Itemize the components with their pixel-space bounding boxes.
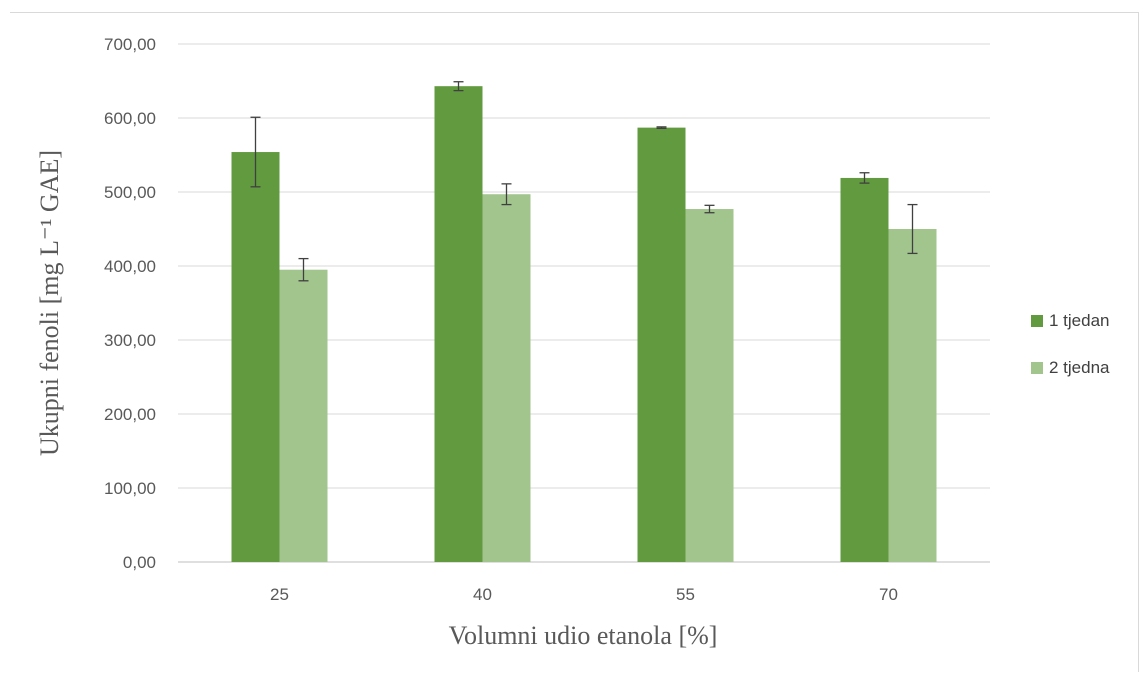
legend-item-2: 2 tjedna (1031, 358, 1110, 377)
bar-1-55 (637, 127, 686, 563)
x-tick-label: 40 (473, 585, 492, 604)
x-tick-label: 70 (879, 585, 898, 604)
bar-2-55 (685, 209, 734, 562)
y-tick-label: 400,00 (104, 257, 156, 276)
bar-1-70 (840, 177, 889, 562)
y-tick-label: 200,00 (104, 405, 156, 424)
y-tick-labels: 0,00 100,00 200,00 300,00 400,00 500,00 600,00… (104, 35, 156, 572)
bar-1-25 (231, 152, 280, 563)
legend-item-1: 1 tjedan (1031, 311, 1110, 330)
bar-2-70 (888, 229, 937, 562)
chart-frame (10, 12, 1139, 672)
legend-swatch (1031, 315, 1043, 327)
bar-2-25 (279, 269, 328, 562)
legend-label: 1 tjedan (1049, 311, 1110, 330)
error-bars (250, 81, 918, 282)
y-tick-label: 100,00 (104, 479, 156, 498)
error-bar-2-40 (501, 183, 512, 206)
error-bar-1-70 (859, 172, 870, 184)
x-axis-title: Volumni udio etanola [%] (449, 621, 718, 650)
error-bar-1-55 (656, 126, 667, 130)
y-tick-label: 300,00 (104, 331, 156, 350)
error-bar-1-25 (250, 116, 261, 188)
legend-label: 2 tjedna (1049, 358, 1110, 377)
y-tick-label: 500,00 (104, 183, 156, 202)
y-tick-label: 700,00 (104, 35, 156, 54)
x-tick-labels: 25 40 55 70 (270, 585, 898, 604)
bar-1-40 (434, 86, 483, 563)
bar-2-40 (482, 194, 531, 562)
error-bar-1-40 (453, 81, 464, 92)
legend-swatch (1031, 362, 1043, 374)
x-tick-label: 55 (676, 585, 695, 604)
error-bar-2-25 (298, 257, 309, 282)
bars (231, 86, 937, 563)
error-bar-2-55 (704, 204, 715, 214)
legend: 1 tjedan 2 tjedna (1031, 311, 1110, 377)
x-tick-label: 25 (270, 585, 289, 604)
y-tick-label: 600,00 (104, 109, 156, 128)
y-axis-title: Ukupni fenoli [mg L⁻¹ GAE] (35, 150, 64, 456)
y-tick-label: 0,00 (123, 553, 156, 572)
error-bar-2-70 (907, 203, 918, 255)
